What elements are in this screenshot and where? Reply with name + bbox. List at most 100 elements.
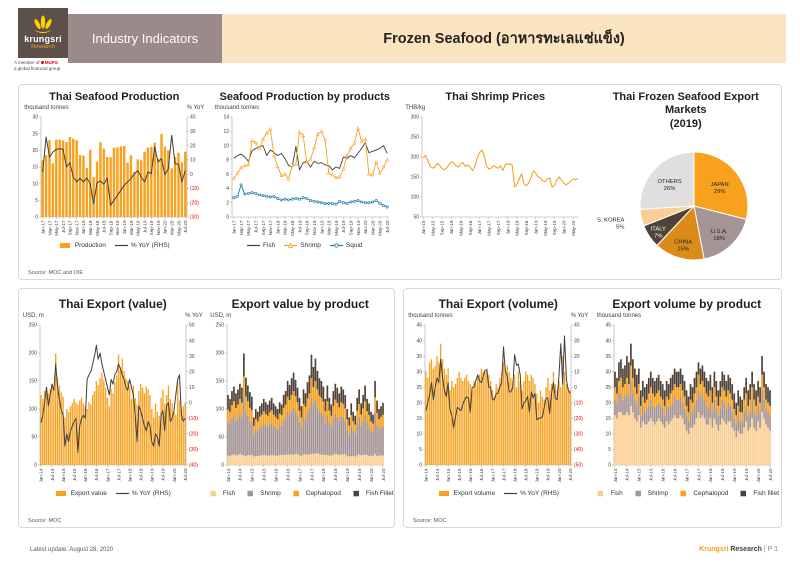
export-volume-panel: Thai Export (volume) thousand tonnes % Yo…: [403, 288, 782, 528]
svg-text:Jan-17: Jan-17: [684, 468, 689, 482]
svg-text:May-19: May-19: [136, 220, 141, 236]
svg-text:Nov-17: Nov-17: [268, 220, 273, 235]
svg-text:10: 10: [605, 431, 611, 437]
svg-text:Jul-19: Jul-19: [341, 220, 346, 233]
svg-text:Jan-19: Jan-19: [534, 220, 539, 234]
svg-text:Jan-18: Jan-18: [127, 468, 132, 482]
svg-text:150: 150: [28, 378, 37, 384]
svg-text:Jan-17: Jan-17: [491, 468, 496, 482]
svg-text:45: 45: [605, 322, 611, 328]
svg-text:U.S.A.18%: U.S.A. 18%: [710, 229, 727, 242]
svg-text:Jan-15: Jan-15: [61, 468, 66, 482]
unit-left: THB/kg: [405, 104, 426, 111]
svg-text:(10): (10): [574, 400, 583, 406]
svg-text:Jan-19: Jan-19: [319, 220, 324, 234]
svg-text:Jan-16: Jan-16: [468, 468, 473, 482]
svg-text:Jan-14: Jan-14: [613, 468, 618, 482]
svg-text:(10): (10): [190, 186, 199, 192]
svg-text:Jan-20: Jan-20: [557, 468, 562, 482]
svg-text:25: 25: [417, 385, 423, 391]
svg-text:Jul-20: Jul-20: [568, 468, 573, 481]
svg-text:250: 250: [28, 322, 37, 328]
legend-item--yoy-rhs-: % YoY (RHS): [114, 241, 170, 249]
unit-left: thousand tonnes: [408, 312, 453, 319]
svg-text:Jul-17: Jul-17: [502, 468, 507, 481]
thai-export-volume-canvas: 454035302520151050403020100(10)(20)(30)(…: [417, 322, 584, 482]
export-markets-pie-canvas: JAPAN 29% U.S.A. 18% CHINA 15% ITALY 7% S. KOREA…: [597, 151, 749, 261]
svg-text:40: 40: [189, 338, 195, 344]
svg-text:May-17: May-17: [246, 220, 251, 236]
svg-text:May-20: May-20: [571, 220, 576, 236]
svg-text:25: 25: [33, 131, 39, 137]
unit-left: thousand tonnes: [214, 104, 260, 111]
svg-text:10: 10: [33, 181, 39, 187]
svg-text:0: 0: [189, 400, 192, 406]
svg-text:Sep-15: Sep-15: [440, 220, 445, 235]
svg-text:Jul-18: Jul-18: [720, 468, 725, 481]
chart-legend: Export value % YoY (RHS): [55, 490, 171, 497]
svg-text:Jan-19: Jan-19: [535, 468, 540, 482]
svg-text:Jul-18: Jul-18: [333, 468, 338, 481]
svg-text:5: 5: [35, 198, 38, 204]
svg-text:50: 50: [189, 322, 195, 328]
svg-text:Jan-19: Jan-19: [122, 220, 127, 234]
svg-text:(20): (20): [190, 200, 199, 206]
svg-text:6: 6: [226, 171, 229, 177]
legend-item-shrimp: Shrimp: [244, 490, 281, 497]
svg-text:40: 40: [417, 338, 423, 344]
svg-text:Jul-14: Jul-14: [435, 468, 440, 481]
unit-left: USD, m: [22, 312, 44, 319]
chart-legend: Fish Shrimp Cephalopod Fish Fillet: [207, 490, 394, 497]
mufg-tagline: A member of MUFG a global financial grou…: [14, 60, 94, 72]
source-note: Source: MOC and OIE: [28, 270, 84, 276]
brand-sub: Research: [31, 43, 55, 50]
svg-text:Mar-18: Mar-18: [88, 220, 93, 235]
svg-text:30: 30: [417, 369, 423, 375]
svg-text:Jul-17: Jul-17: [61, 220, 66, 233]
svg-text:4: 4: [226, 186, 229, 192]
svg-text:Sep-18: Sep-18: [304, 220, 309, 235]
legend-item-export-value: Export value: [55, 490, 107, 497]
svg-text:50: 50: [31, 434, 37, 440]
chart-title-year: (2019): [669, 118, 702, 131]
svg-text:300: 300: [411, 114, 420, 120]
svg-text:Jan-17: Jan-17: [298, 468, 303, 482]
source-note: Source: MOC: [413, 518, 447, 524]
svg-text:Mar-17: Mar-17: [239, 220, 244, 235]
svg-text:Jan-16: Jan-16: [83, 468, 88, 482]
svg-text:200: 200: [216, 350, 225, 356]
svg-text:Jul-20: Jul-20: [381, 468, 386, 481]
svg-text:Mar-17: Mar-17: [48, 220, 53, 235]
svg-text:Jan-14: Jan-14: [226, 468, 231, 482]
svg-text:200: 200: [411, 154, 420, 160]
svg-text:Jul-17: Jul-17: [310, 468, 315, 481]
legend-item-squid: Squid: [329, 242, 363, 249]
svg-text:Sep-18: Sep-18: [524, 220, 529, 235]
krungsri-lotus-icon: [34, 15, 52, 33]
svg-text:15: 15: [605, 416, 611, 422]
svg-text:Jan-20: Jan-20: [369, 468, 374, 482]
svg-text:100: 100: [28, 406, 37, 412]
svg-text:Jan-18: Jan-18: [513, 468, 518, 482]
unit-right: % YoY: [186, 104, 205, 111]
chart-thai-export-volume: Thai Export (volume) thousand tonnes % Yo…: [404, 289, 593, 527]
svg-text:Jan-18: Jan-18: [321, 468, 326, 482]
svg-text:Mar-19: Mar-19: [326, 220, 331, 235]
svg-text:Jul-19: Jul-19: [357, 468, 362, 481]
svg-text:Jan-18: Jan-18: [708, 468, 713, 482]
svg-text:(30): (30): [189, 447, 198, 453]
svg-text:20: 20: [605, 400, 611, 406]
svg-text:30: 30: [189, 354, 195, 360]
svg-text:Jan-20: Jan-20: [363, 220, 368, 234]
svg-text:30: 30: [605, 369, 611, 375]
mufg-dot-icon: [40, 61, 44, 64]
svg-text:Jan-16: Jan-16: [449, 220, 454, 234]
svg-text:200: 200: [28, 350, 37, 356]
svg-text:Jul-19: Jul-19: [160, 468, 165, 481]
legend-item-fish: Fish: [207, 490, 235, 497]
svg-text:Nov-18: Nov-18: [312, 220, 317, 235]
svg-text:250: 250: [411, 134, 420, 140]
